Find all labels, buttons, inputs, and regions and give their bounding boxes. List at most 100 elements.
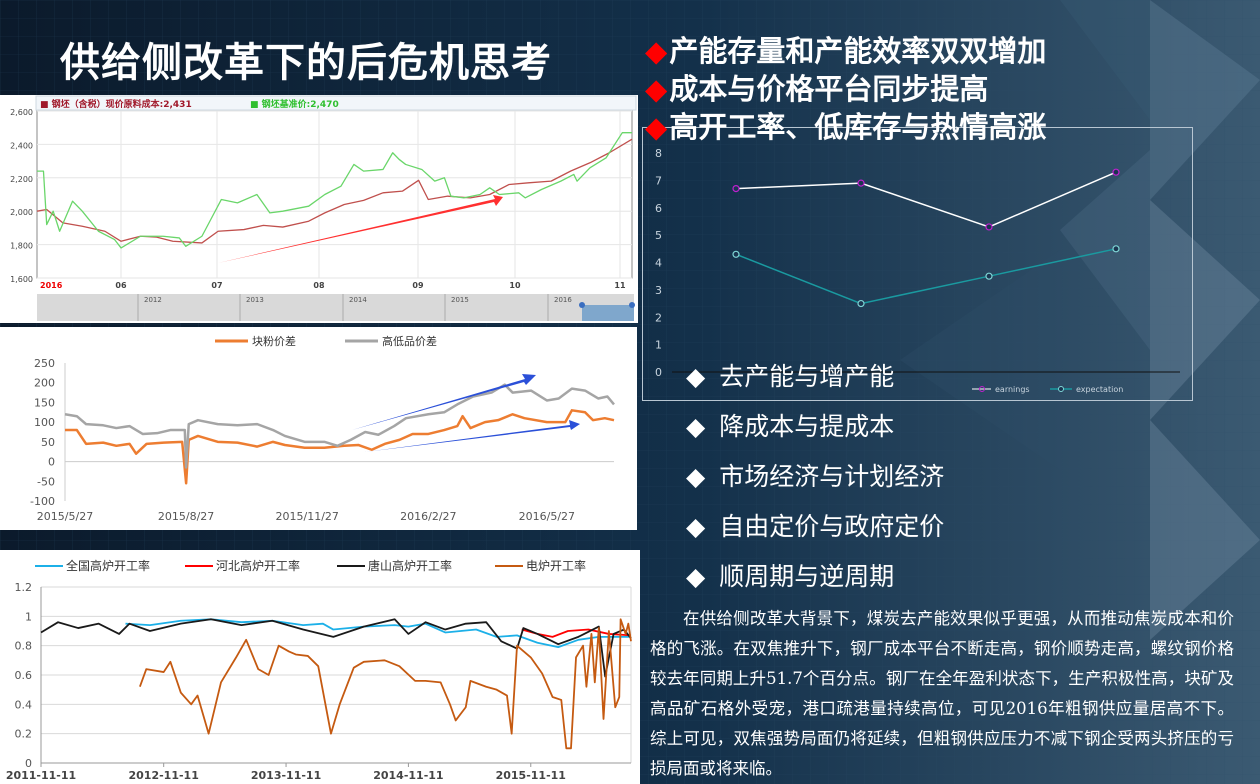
data-point — [857, 299, 865, 308]
x-tick-label: 08 — [313, 281, 325, 290]
x-tick-label: 10 — [509, 281, 521, 290]
y-tick-label: 0.4 — [15, 698, 33, 711]
y-tick-label: 4 — [655, 257, 662, 270]
y-tick-label: 250 — [34, 357, 55, 370]
y-tick-label: 2 — [655, 311, 662, 324]
bullet-text: 降成本与提成本 — [719, 412, 895, 441]
navigator-handle-right[interactable] — [629, 302, 635, 308]
legend-marker — [1058, 386, 1064, 392]
bullet-5: ◆ 顺周期与逆周期 — [686, 562, 894, 592]
series-line-0 — [36, 138, 633, 244]
data-point — [985, 223, 993, 231]
white-diamond-icon: ◆ — [686, 412, 706, 441]
earnings-expectation-chart: 0 1 2 3 4 5 6 7 8 earnings expectation — [642, 127, 1193, 401]
data-point — [732, 250, 740, 258]
bullet-text: 顺周期与逆周期 — [719, 562, 895, 591]
headline-1: ◆产能存量和产能效率双双增加 — [645, 34, 1046, 68]
series-line-1 — [37, 132, 632, 249]
x-tick-label: 2012-11-11 — [129, 769, 199, 782]
navigator-label: 2012 — [144, 296, 162, 304]
series-line-1 — [735, 248, 1117, 305]
y-tick-label: 1.2 — [15, 581, 33, 594]
legend-label: expectation — [1076, 385, 1123, 394]
legend-label: 电炉开工率 — [526, 558, 586, 573]
analysis-paragraph: 在供给侧改革大背景下，煤炭去产能效果似乎更强，从而推动焦炭成本和价格的飞涨。在双… — [650, 609, 1234, 778]
y-tick-label: 50 — [41, 436, 55, 449]
headline-3: ◆高开工率、低库存与热情高涨 — [645, 110, 1046, 144]
x-tick-label: 2015/8/27 — [158, 510, 214, 523]
legend-marker — [979, 386, 985, 392]
headline-text: 高开工率、低库存与热情高涨 — [669, 110, 1047, 144]
headline-text: 成本与价格平台同步提高 — [669, 72, 989, 106]
y-tick-label: 8 — [655, 147, 662, 160]
legend-label: 唐山高炉开工率 — [368, 558, 452, 573]
x-tick-label: 2013-11-11 — [251, 769, 321, 782]
y-tick-label: 1,800 — [10, 242, 33, 251]
y-tick-label: 2,600 — [10, 108, 33, 117]
y-tick-label: 0 — [655, 366, 662, 379]
navigator-label: 2015 — [451, 296, 469, 304]
navigator-label: 2014 — [349, 296, 367, 304]
x-tick-label: 2016/2/27 — [400, 510, 456, 523]
bullet-4: ◆ 自由定价与政府定价 — [686, 512, 944, 542]
y-tick-label: 3 — [655, 284, 662, 297]
x-tick-label: 07 — [211, 281, 222, 290]
bullet-1: ◆ 去产能与增产能 — [686, 362, 894, 392]
y-tick-label: 100 — [34, 416, 55, 429]
y-tick-label: 0 — [48, 456, 55, 469]
series-line-3 — [139, 618, 632, 750]
y-tick-label: 2,200 — [10, 175, 33, 184]
legend-cost: ■ 钢坯（含税）现价原料成本:2,431 — [40, 98, 192, 110]
plot-frame — [36, 110, 633, 279]
x-tick-label: 11 — [614, 281, 626, 290]
y-tick-label: 7 — [655, 174, 662, 187]
red-diamond-icon: ◆ — [645, 34, 668, 68]
bullet-3: ◆ 市场经济与计划经济 — [686, 462, 944, 492]
red-trend-arrow — [218, 195, 503, 263]
white-diamond-icon: ◆ — [686, 362, 706, 391]
legend-label: earnings — [995, 385, 1030, 394]
navigator-selection — [582, 305, 634, 321]
y-tick-label: -50 — [37, 475, 55, 488]
series-line-1 — [64, 383, 615, 469]
legend-label: 河北高炉开工率 — [216, 558, 300, 573]
blue-trend-arrow-upper — [352, 374, 536, 430]
y-tick-label: 5 — [655, 229, 662, 242]
slide-title: 供给侧改革下的后危机思考 — [60, 40, 552, 86]
white-diamond-icon: ◆ — [686, 462, 706, 491]
y-tick-label: 6 — [655, 202, 662, 215]
navigator-label: 2013 — [246, 296, 264, 304]
white-diamond-icon: ◆ — [686, 512, 706, 541]
navigator-label: 2016 — [554, 296, 572, 304]
y-tick-label: 1 — [655, 339, 662, 352]
x-tick-label: 2015/5/27 — [37, 510, 93, 523]
x-tick-label: 09 — [412, 281, 424, 290]
legend-label: 全国高炉开工率 — [66, 558, 150, 573]
bullet-text: 市场经济与计划经济 — [719, 462, 945, 491]
bullet-2: ◆ 降成本与提成本 — [686, 412, 894, 442]
y-tick-label: 0.6 — [15, 669, 33, 682]
headline-text: 产能存量和产能效率双双增加 — [669, 34, 1047, 68]
legend-label: 块粉价差 — [252, 334, 296, 348]
data-point — [857, 179, 865, 187]
x-tick-label: 2015-11-11 — [496, 769, 566, 782]
red-diamond-icon: ◆ — [645, 72, 668, 106]
series-line-0 — [735, 171, 1117, 228]
y-tick-label: 2,400 — [10, 141, 33, 150]
navigator-handle-left[interactable] — [579, 302, 585, 308]
series-line-0 — [65, 409, 615, 485]
y-tick-label: -100 — [30, 495, 55, 508]
y-tick-label: 0.8 — [15, 640, 33, 653]
x-tick-label: 2016/5/27 — [519, 510, 575, 523]
y-tick-label: 1,600 — [10, 275, 33, 284]
lump-fines-spread-chart: 块粉价差 高低品价差 -100 -50 0 50 100 150 200 250 2015/5/27… — [0, 327, 637, 530]
legend-price: ■ 钢坯基准价:2,470 — [250, 98, 339, 110]
y-tick-label: 0 — [25, 757, 32, 770]
red-diamond-icon: ◆ — [645, 110, 668, 144]
y-tick-label: 0.2 — [15, 728, 33, 741]
y-tick-label: 2,000 — [10, 208, 33, 217]
y-tick-label: 200 — [34, 377, 55, 390]
bullet-text: 自由定价与政府定价 — [719, 512, 945, 541]
headline-2: ◆成本与价格平台同步提高 — [645, 72, 988, 106]
blast-furnace-utilization-chart: 全国高炉开工率 河北高炉开工率 唐山高炉开工率 电炉开工率 0 0.2 0.4 0.6 0.8 1… — [0, 550, 640, 784]
